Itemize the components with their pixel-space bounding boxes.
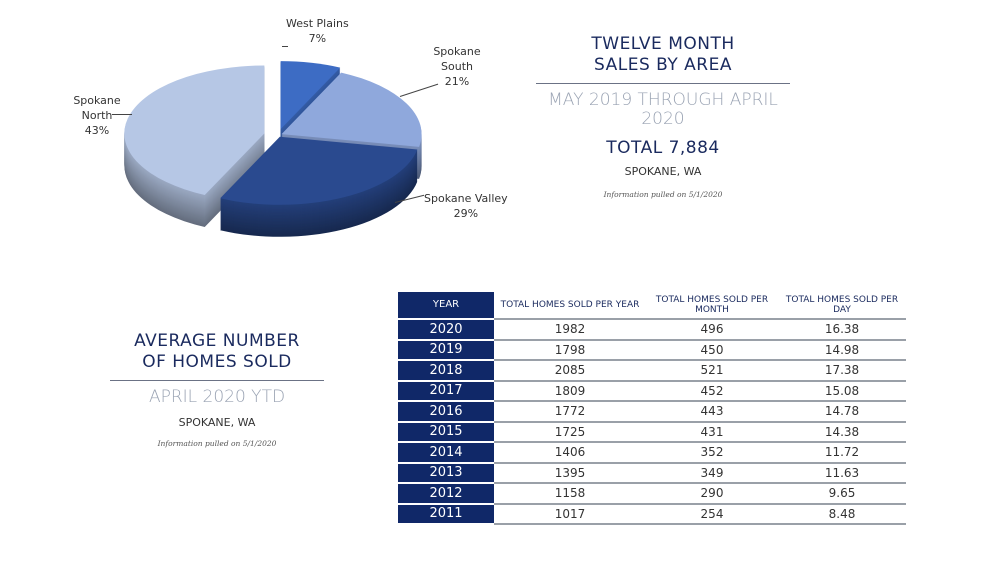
per-day-cell: 9.65 — [778, 484, 906, 505]
pie-label-spokane-valley: Spokane Valley 29% — [424, 192, 508, 220]
pie-label-west-plains: West Plains 7% — [286, 17, 349, 45]
pie-slice-spokane-valley — [220, 136, 418, 205]
table-panel: AVERAGE NUMBER OF HOMES SOLD APRIL 2020 Y… — [110, 331, 324, 448]
pie-label-spokane-north: Spokane North 43% — [73, 94, 121, 137]
table-row: 2011 1017 254 8.48 — [398, 504, 906, 525]
pie-subtitle: MAY 2019 THROUGH APRIL 2020 — [548, 90, 778, 129]
total-sales: TOTAL 7,884 — [606, 138, 720, 158]
per-year-cell: 1809 — [494, 382, 646, 402]
header-per-month: TOTAL HOMES SOLD PER MONTH — [646, 292, 778, 320]
per-day-cell: 11.72 — [778, 443, 906, 464]
per-year-cell: 1772 — [494, 402, 646, 423]
table-row: 2014 1406 352 11.72 — [398, 443, 906, 464]
info-note: Information pulled on 5/1/2020 — [157, 439, 277, 448]
year-cell: 2015 — [398, 422, 494, 443]
per-day-cell: 11.63 — [778, 464, 906, 484]
divider — [536, 83, 790, 84]
pie-title: TWELVE MONTH SALES BY AREA — [591, 34, 735, 75]
location: SPOKANE, WA — [178, 416, 256, 429]
year-cell: 2019 — [398, 340, 494, 361]
year-cell: 2017 — [398, 381, 494, 402]
table-subtitle: APRIL 2020 YTD — [148, 387, 286, 407]
per-year-cell: 1798 — [494, 341, 646, 361]
per-year-cell: 2085 — [494, 361, 646, 382]
table-row: 2018 2085 521 17.38 — [398, 361, 906, 382]
leader-line — [112, 114, 132, 115]
per-month-cell: 431 — [646, 423, 778, 443]
per-day-cell: 17.38 — [778, 361, 906, 382]
per-month-cell: 352 — [646, 443, 778, 464]
year-cell: 2011 — [398, 504, 494, 525]
per-month-cell: 521 — [646, 361, 778, 382]
pie-slice-spokane-north — [124, 65, 265, 196]
homes-sold-table: YEAR TOTAL HOMES SOLD PER YEAR TOTAL HOM… — [398, 292, 906, 525]
per-month-cell: 349 — [646, 464, 778, 484]
info-note: Information pulled on 5/1/2020 — [603, 190, 723, 199]
table-row: 2017 1809 452 15.08 — [398, 381, 906, 402]
per-year-cell: 1406 — [494, 443, 646, 464]
per-year-cell: 1158 — [494, 484, 646, 505]
divider — [110, 380, 324, 381]
year-cell: 2016 — [398, 402, 494, 423]
per-month-cell: 452 — [646, 382, 778, 402]
pie-panel: TWELVE MONTH SALES BY AREA MAY 2019 THROU… — [536, 34, 790, 199]
per-day-cell: 16.38 — [778, 320, 906, 341]
location: SPOKANE, WA — [624, 165, 702, 178]
per-month-cell: 443 — [646, 402, 778, 423]
per-month-cell: 290 — [646, 484, 778, 505]
per-month-cell: 450 — [646, 341, 778, 361]
table-title: AVERAGE NUMBER OF HOMES SOLD — [134, 331, 300, 372]
header-year: YEAR — [398, 292, 494, 320]
per-year-cell: 1395 — [494, 464, 646, 484]
per-day-cell: 15.08 — [778, 382, 906, 402]
pie-chart — [124, 61, 422, 237]
per-year-cell: 1725 — [494, 423, 646, 443]
pie-slice-spokane-south — [281, 72, 422, 147]
year-cell: 2013 — [398, 463, 494, 484]
per-month-cell: 254 — [646, 505, 778, 525]
year-cell: 2012 — [398, 484, 494, 505]
header-per-day: TOTAL HOMES SOLD PER DAY — [778, 292, 906, 320]
table-row: 2015 1725 431 14.38 — [398, 422, 906, 443]
pie-slice-west-plains — [280, 61, 341, 130]
per-day-cell: 8.48 — [778, 505, 906, 525]
pie-label-spokane-south: Spokane South 21% — [433, 45, 481, 88]
table-row: 2019 1798 450 14.98 — [398, 340, 906, 361]
table-row: 2012 1158 290 9.65 — [398, 484, 906, 505]
year-cell: 2020 — [398, 320, 494, 341]
table-row: 2016 1772 443 14.78 — [398, 402, 906, 423]
year-cell: 2018 — [398, 361, 494, 382]
per-day-cell: 14.78 — [778, 402, 906, 423]
per-year-cell: 1017 — [494, 505, 646, 525]
per-year-cell: 1982 — [494, 320, 646, 341]
per-month-cell: 496 — [646, 320, 778, 341]
table-row: 2020 1982 496 16.38 — [398, 320, 906, 341]
year-cell: 2014 — [398, 443, 494, 464]
per-day-cell: 14.38 — [778, 423, 906, 443]
leader-line — [282, 46, 288, 47]
per-day-cell: 14.98 — [778, 341, 906, 361]
table-row: 2013 1395 349 11.63 — [398, 463, 906, 484]
header-per-year: TOTAL HOMES SOLD PER YEAR — [494, 292, 646, 320]
